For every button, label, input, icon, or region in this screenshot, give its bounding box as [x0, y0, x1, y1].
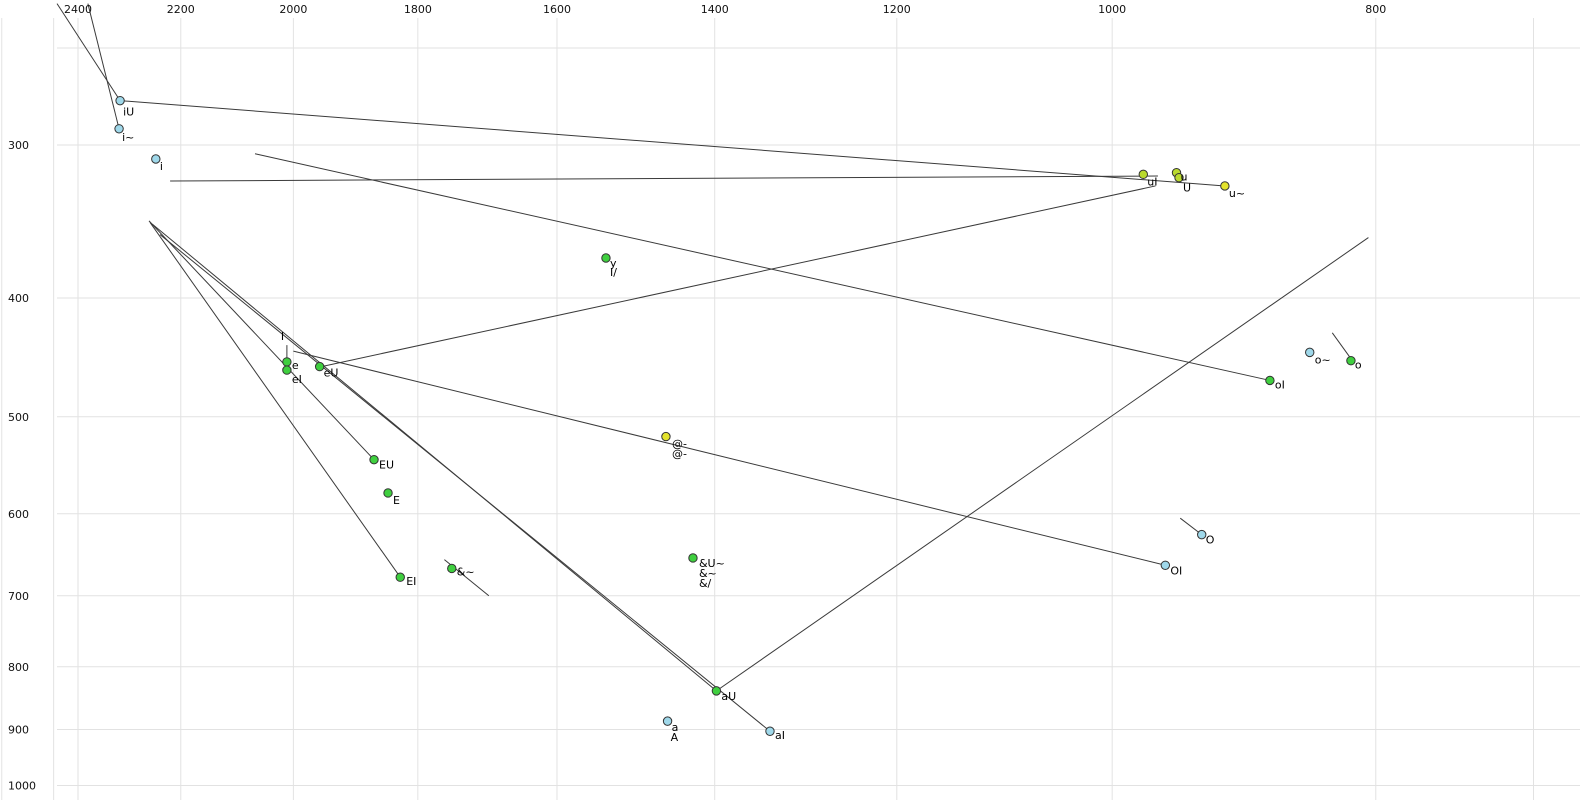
vowel-point-u[interactable]	[1174, 172, 1184, 183]
vowel-point-[interactable]	[447, 563, 457, 574]
vowel-label: e	[292, 359, 299, 372]
x-tick-label: 2000	[279, 3, 307, 16]
vowel-point-ui[interactable]	[1138, 169, 1148, 180]
trajectory-line	[149, 222, 401, 578]
y-tick-label: 300	[8, 139, 29, 152]
vowel-label: aU	[721, 690, 736, 703]
vowel-point-u[interactable]	[688, 553, 698, 563]
vowel-point-e[interactable]	[383, 488, 393, 498]
vowel-label: I/	[610, 266, 617, 279]
vowel-label: EU	[379, 459, 394, 472]
vowel-point-i[interactable]	[114, 124, 124, 134]
y-tick-label: 500	[8, 411, 29, 424]
trajectory-line	[170, 175, 1158, 182]
vowel-label: U	[1183, 182, 1191, 195]
vowel-label: oI	[1275, 378, 1285, 391]
vowel-label: I	[281, 330, 284, 343]
x-tick-label: 2200	[167, 3, 195, 16]
vowel-label: u	[1181, 171, 1188, 184]
vowel-label: @-	[672, 438, 687, 451]
vowel-label: OI	[1170, 564, 1182, 577]
vowel-point-ai[interactable]	[765, 726, 775, 736]
vowel-point-ei[interactable]	[282, 365, 292, 375]
trajectory-line	[716, 237, 1369, 692]
vowel-label: &U~	[699, 557, 725, 570]
vowel-label: &~	[699, 567, 717, 580]
x-tick-label: 800	[1365, 3, 1386, 16]
vowel-point-eu[interactable]	[314, 361, 325, 372]
trajectory-line	[120, 100, 1225, 187]
x-tick-label: 1800	[404, 3, 432, 16]
trajectory-line	[293, 350, 1166, 566]
vowel-label: o	[1355, 359, 1362, 372]
vowel-label: i	[160, 160, 163, 173]
trajectory-line	[56, 3, 121, 101]
trajectory-line	[1331, 332, 1353, 362]
vowel-label: a	[672, 721, 679, 734]
vowel-point-au[interactable]	[711, 686, 722, 696]
y-tick-label: 900	[8, 723, 29, 736]
vowel-point-oi[interactable]	[1160, 560, 1171, 570]
vowel-point-ei[interactable]	[395, 572, 405, 582]
trajectory-line	[87, 3, 120, 129]
vowel-label: iU	[123, 106, 134, 119]
vowel-point-oi[interactable]	[1265, 375, 1275, 386]
vowel-label: uI	[1147, 175, 1157, 188]
vowel-label: eU	[324, 367, 339, 380]
vowel-point-o[interactable]	[1346, 356, 1356, 366]
vowel-point-i[interactable]	[151, 154, 161, 164]
vowel-label: aI	[775, 729, 785, 742]
trajectory-line	[148, 220, 375, 461]
x-tick-label: 1200	[883, 3, 911, 16]
vowel-label: y	[610, 257, 617, 270]
vowel-label: i~	[122, 131, 134, 144]
vowel-point-[interactable]	[661, 431, 671, 442]
vowel-label: EI	[406, 575, 416, 588]
vowel-point-u[interactable]	[1220, 181, 1230, 191]
vowel-label: O	[1206, 534, 1215, 547]
vowel-label: A	[671, 731, 679, 744]
vowel-label: &/	[699, 577, 712, 590]
y-tick-label: 800	[8, 661, 29, 674]
x-tick-label: 1400	[701, 3, 729, 16]
trajectory-line	[254, 153, 1271, 381]
vowel-label: eI	[292, 373, 302, 386]
y-tick-label: 400	[8, 292, 29, 305]
vowel-point-eu[interactable]	[369, 454, 379, 465]
vowel-point-y[interactable]	[601, 253, 611, 263]
y-tick-label: 600	[8, 508, 29, 521]
y-tick-label: 1000	[8, 780, 36, 793]
vowel-point-iu[interactable]	[115, 95, 125, 106]
vowel-point-a[interactable]	[662, 716, 673, 726]
vowel-point-o[interactable]	[1197, 529, 1207, 540]
vowel-label: E	[393, 494, 400, 507]
vowel-label: @-	[672, 448, 687, 461]
vowel-label: u~	[1229, 187, 1245, 200]
trajectory-line	[159, 234, 771, 732]
x-tick-label: 2400	[64, 3, 92, 16]
vowel-label: o~	[1315, 353, 1331, 366]
y-tick-label: 700	[8, 590, 29, 603]
trajectory-line	[321, 185, 1156, 368]
x-tick-label: 1600	[543, 3, 571, 16]
vowel-point-o[interactable]	[1305, 347, 1315, 358]
x-tick-label: 1000	[1098, 3, 1126, 16]
vowel-label: &~	[457, 565, 475, 578]
vowel-point-e[interactable]	[282, 357, 292, 367]
